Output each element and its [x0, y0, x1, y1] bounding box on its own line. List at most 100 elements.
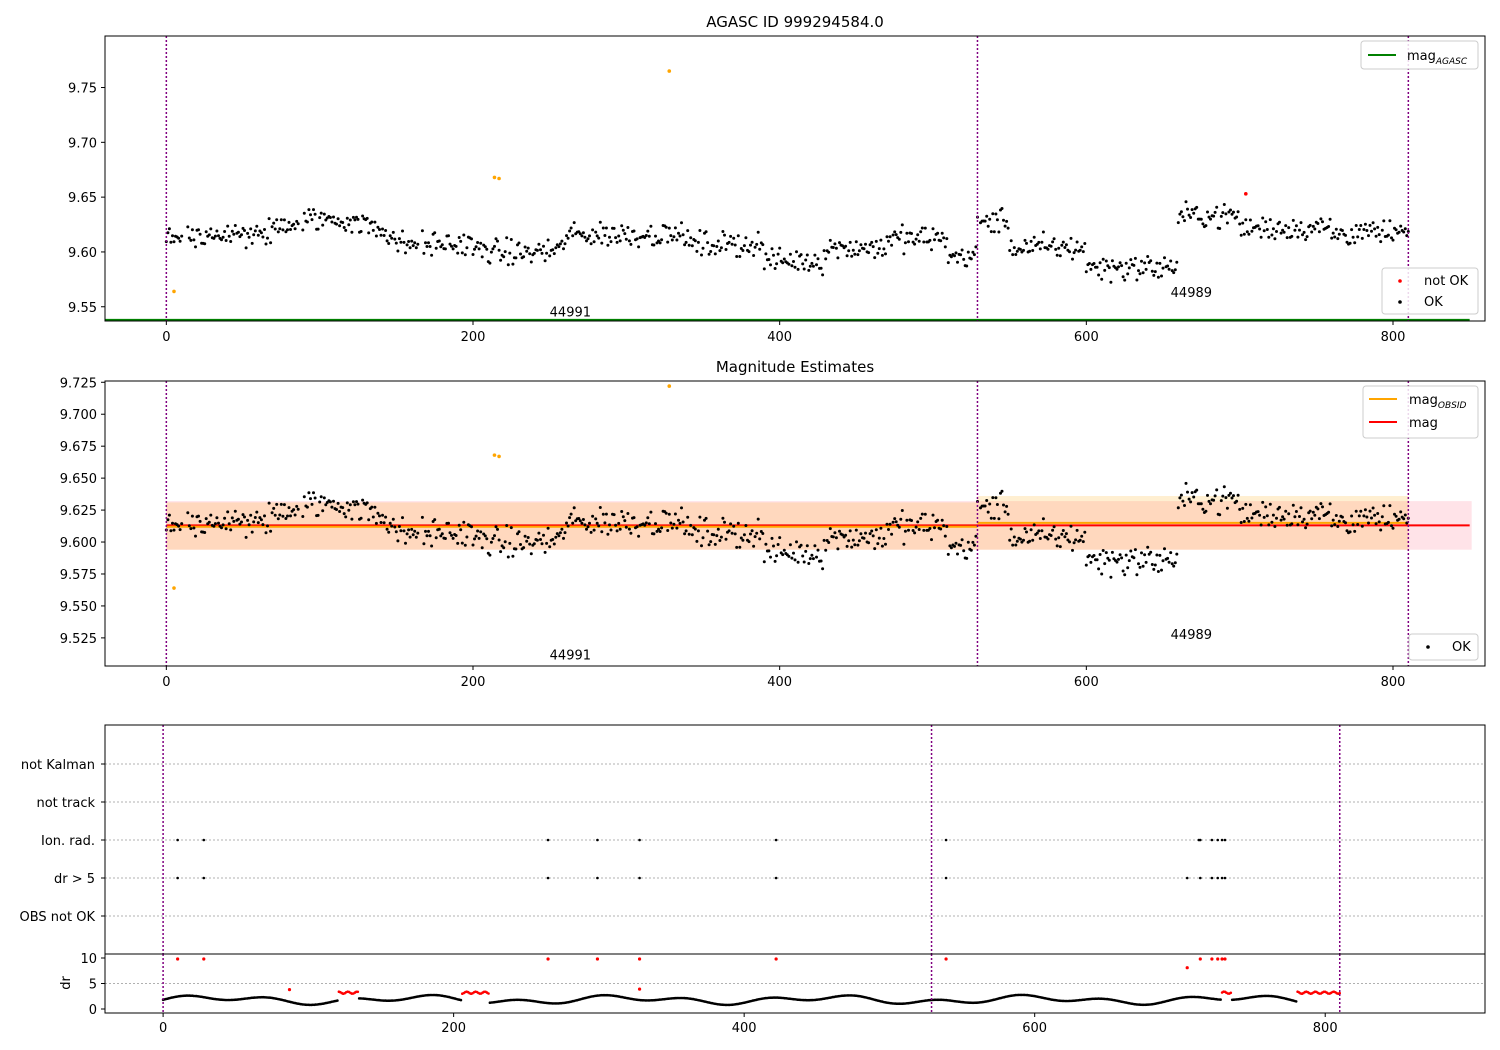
y-tick-label: 9.700	[60, 408, 97, 423]
data-point-ok	[376, 511, 380, 515]
data-point-ok	[585, 527, 588, 531]
data-point-ok	[617, 234, 621, 238]
data-point-ok	[902, 542, 906, 546]
data-point-ok	[753, 245, 757, 249]
data-point-ok	[600, 530, 604, 534]
data-point-ok	[586, 525, 590, 529]
data-point-ok	[887, 528, 890, 531]
data-point-ok	[1192, 495, 1196, 499]
data-point-ok	[1370, 229, 1373, 233]
data-point-ok	[1362, 228, 1366, 231]
data-point-ok	[240, 520, 243, 524]
panel1-title: AGASC ID 999294584.0	[706, 13, 884, 31]
data-point-ok	[733, 532, 737, 536]
data-point-ok	[511, 554, 515, 558]
data-point-ok	[923, 512, 927, 516]
data-point-ok	[787, 554, 791, 558]
data-point-ok	[190, 228, 194, 232]
data-point-ok	[1058, 254, 1062, 258]
data-point-ok	[880, 253, 884, 257]
data-point-ok	[503, 540, 507, 544]
data-point-ok	[1018, 247, 1022, 251]
data-point-ok	[1354, 224, 1358, 227]
data-point-ok	[1281, 515, 1285, 519]
data-point-ok	[224, 239, 228, 242]
panel2-axes: 0 200 400 600 800 9.525 9.550 9.575 9.600 9.625 9.…	[60, 376, 1406, 690]
data-point-ok	[243, 515, 246, 519]
data-point-ok	[243, 229, 246, 232]
data-point-ok	[1169, 259, 1173, 263]
data-point-ok	[1100, 277, 1104, 281]
data-point-ok	[404, 251, 407, 255]
data-point-ok	[1368, 509, 1372, 513]
data-point-ok	[489, 540, 493, 544]
data-point-outlier	[492, 453, 497, 457]
data-point-ok	[483, 245, 487, 249]
data-point-ok	[933, 526, 936, 530]
data-point-ok	[307, 208, 311, 212]
data-point-ok	[828, 527, 832, 531]
data-point-ok	[1195, 488, 1199, 492]
data-point-ok	[1123, 573, 1127, 577]
data-point-ok	[1046, 537, 1050, 541]
data-point-ok	[712, 244, 716, 248]
data-point-ok	[686, 515, 690, 519]
data-point-ok	[1262, 515, 1266, 519]
data-point-ok	[1064, 243, 1068, 247]
dr-y-tick-label: 5	[89, 978, 97, 993]
data-point-ok	[755, 531, 759, 535]
data-point-ok	[351, 500, 355, 504]
data-point-ok	[1143, 553, 1147, 557]
data-point-ok	[1285, 523, 1289, 527]
data-point-ok	[922, 240, 926, 244]
data-point-ok	[568, 516, 572, 520]
data-point-ok	[186, 225, 190, 229]
data-point-ok	[1386, 233, 1390, 237]
data-point-ok	[919, 230, 923, 234]
data-point-ok	[868, 243, 872, 247]
data-point-ok	[523, 245, 527, 249]
data-point-ok	[169, 240, 173, 244]
data-point-ok	[669, 521, 673, 525]
data-point-ok	[600, 241, 604, 245]
data-point-ok	[801, 262, 805, 266]
data-point-ok	[1402, 517, 1406, 521]
data-point-ok	[1242, 232, 1246, 236]
data-point-ok	[519, 252, 522, 256]
data-point-ok	[473, 537, 476, 541]
x-tick-label: 800	[1381, 330, 1406, 345]
data-point-ok	[752, 254, 756, 257]
data-point-ok	[1268, 502, 1272, 506]
data-point-ok	[719, 246, 723, 250]
data-point-ok	[519, 543, 522, 546]
panel2-frame	[104, 380, 1486, 667]
data-point-ok	[221, 235, 225, 239]
data-point-ok	[350, 517, 354, 521]
data-point-ok	[831, 535, 835, 539]
data-point-ok	[696, 240, 700, 244]
data-point-ok	[756, 230, 760, 234]
data-point-ok	[899, 517, 903, 521]
data-point-ok	[856, 543, 860, 547]
data-point-ok	[595, 234, 599, 238]
data-point-ok	[867, 251, 871, 255]
data-point-ok	[1373, 513, 1377, 517]
data-point-ok	[850, 545, 854, 549]
data-point-ok	[282, 503, 286, 507]
dr-point-high	[1216, 957, 1220, 961]
data-point-ok	[1153, 563, 1157, 567]
data-point-ok	[913, 531, 917, 535]
data-point-ok	[430, 544, 434, 548]
flags-plot-area	[105, 725, 1485, 954]
data-point-ok	[655, 529, 659, 533]
data-point-ok	[499, 258, 503, 262]
data-point-ok	[1028, 249, 1032, 253]
data-point-ok	[272, 221, 276, 225]
data-point-ok	[1014, 253, 1018, 256]
data-point-ok	[284, 517, 288, 520]
data-point-ok	[629, 531, 633, 535]
data-point-ok	[1265, 514, 1269, 518]
data-point-ok	[1087, 554, 1091, 557]
data-point-ok	[505, 524, 509, 527]
data-point-ok	[244, 246, 248, 250]
